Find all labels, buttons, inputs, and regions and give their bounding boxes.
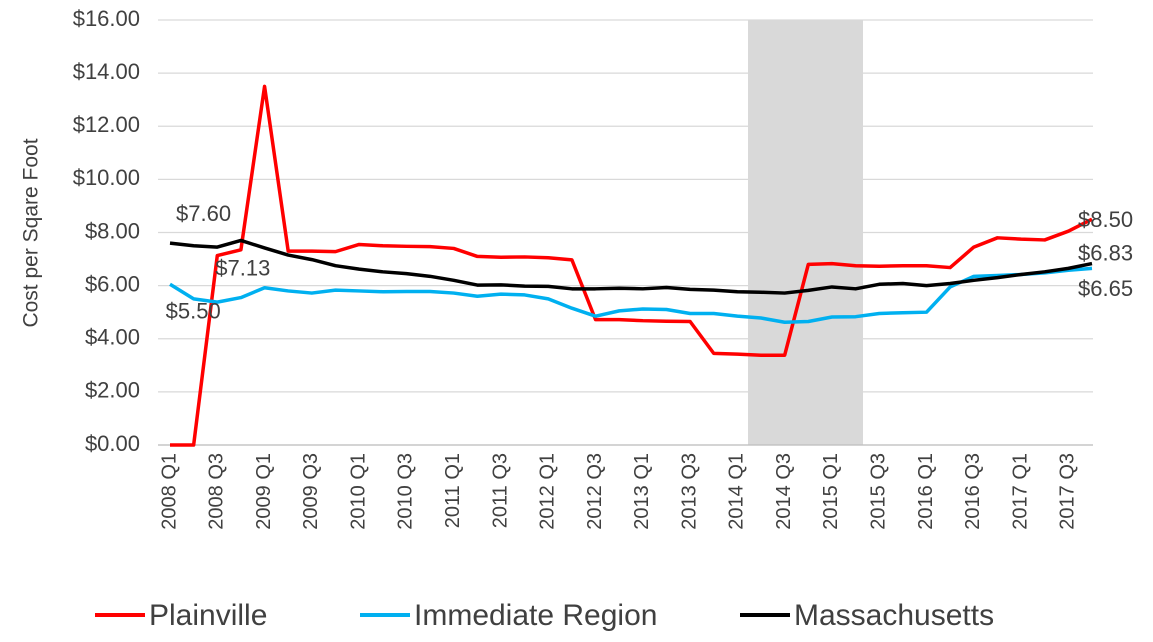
y-axis-label: Cost per Sqare Foot	[20, 138, 43, 327]
x-tick-label: 2011 Q3	[489, 453, 511, 528]
y-tick-label: $2.00	[85, 378, 140, 403]
data-label: $6.83	[1078, 240, 1133, 265]
x-tick-label: 2016 Q1	[915, 453, 937, 530]
series-line	[170, 84, 1093, 447]
data-label: $7.13	[215, 255, 270, 280]
x-tick-label: 2008 Q3	[206, 453, 228, 530]
y-tick-label: $8.00	[85, 218, 140, 243]
x-tick-label: 2017 Q3	[1057, 453, 1079, 530]
y-tick-label: $10.00	[73, 165, 140, 190]
x-tick-label: 2013 Q3	[678, 453, 700, 530]
x-tick-label: 2017 Q1	[1009, 453, 1031, 530]
data-label: $5.50	[166, 299, 221, 324]
legend-label: Massachusetts	[794, 599, 994, 632]
x-tick-label: 2009 Q1	[253, 453, 275, 530]
y-tick-label: $14.00	[73, 59, 140, 84]
x-tick-label: 2012 Q3	[584, 453, 606, 530]
y-tick-label: $4.00	[85, 325, 140, 350]
y-tick-label: $0.00	[85, 431, 140, 456]
data-label: $7.60	[176, 201, 231, 226]
x-tick-label: 2015 Q3	[868, 453, 890, 530]
x-tick-label: 2011 Q1	[442, 453, 464, 528]
legend-label: Plainville	[149, 599, 267, 632]
x-tick-label: 2013 Q1	[631, 453, 653, 530]
data-label: $6.65	[1078, 276, 1133, 301]
x-tick-label: 2012 Q1	[537, 453, 559, 530]
x-tick-label: 2014 Q3	[773, 453, 795, 530]
y-tick-label: $12.00	[73, 112, 140, 137]
x-tick-label: 2010 Q3	[395, 453, 417, 530]
x-tick-label: 2016 Q3	[962, 453, 984, 530]
x-tick-label: 2009 Q3	[300, 453, 322, 530]
x-tick-label: 2015 Q1	[820, 453, 842, 530]
x-tick-label: 2014 Q1	[726, 453, 748, 530]
series-line	[169, 266, 1093, 325]
y-tick-label: $16.00	[73, 6, 140, 31]
data-label: $8.50	[1078, 207, 1133, 232]
x-tick-label: 2008 Q1	[158, 453, 180, 530]
series-line	[169, 238, 1093, 295]
x-tick-label: 2010 Q1	[347, 453, 369, 530]
y-tick-label: $6.00	[85, 271, 140, 296]
legend-label: Immediate Region	[414, 599, 657, 632]
